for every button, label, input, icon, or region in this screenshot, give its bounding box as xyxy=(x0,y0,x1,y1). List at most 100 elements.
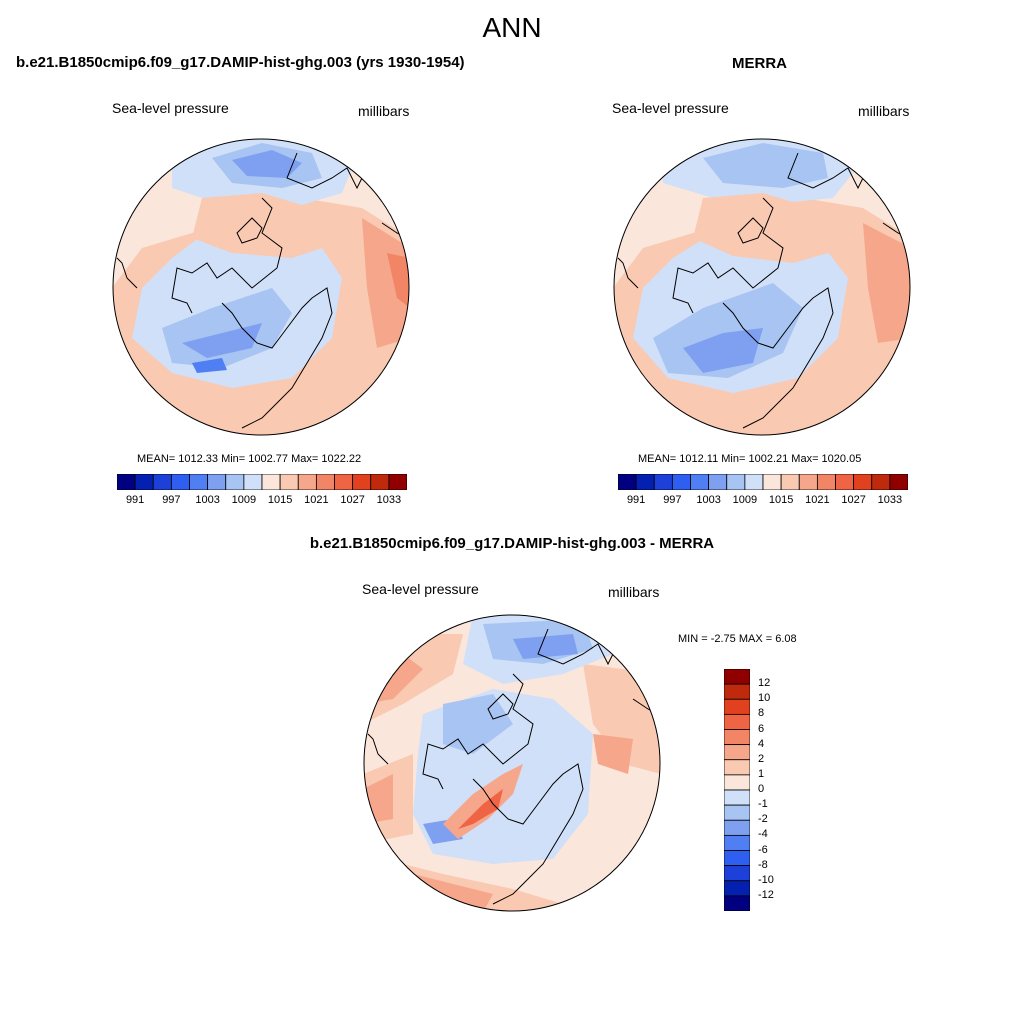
panel1-colorbar-swatch xyxy=(207,474,227,490)
panel1-colorbar-tick-label: 1003 xyxy=(195,494,220,506)
panel1-colorbar-swatch xyxy=(315,474,335,490)
panel1-colorbar-swatch xyxy=(170,474,190,490)
panel2-colorbar-swatch xyxy=(671,474,691,490)
panel2-atlantic-low-mid xyxy=(703,143,828,188)
panel1-colorbar-tick-label: 997 xyxy=(162,494,181,506)
panel3-colorbar-tick-label: -10 xyxy=(758,873,774,886)
panel3-colorbar-tick-label: 8 xyxy=(758,707,765,720)
panel2-colorbar-tick-label: 997 xyxy=(663,494,682,506)
panel3-colorbar-tick-label: -8 xyxy=(758,858,768,871)
panel3-colorbar-tick-label: 1 xyxy=(758,767,765,780)
panel1-colorbar-tick-label: 1015 xyxy=(267,494,293,506)
panel1-colorbar-swatch xyxy=(117,474,136,490)
panel3-positive-region-siberia xyxy=(443,764,523,839)
panel1-variable-label: Sea-level pressure xyxy=(112,100,229,116)
panel1-stats: MEAN= 1012.33 Min= 1002.77 Max= 1022.22 xyxy=(137,453,362,465)
panel2-colorbar-swatch xyxy=(762,474,782,490)
panel3-colorbar-tick-label: 6 xyxy=(758,722,765,735)
panel2-polar-map xyxy=(613,138,911,436)
panel3-colorbar-swatch xyxy=(724,669,750,685)
panel2-colorbar-tick-label: 1027 xyxy=(841,494,866,506)
panel2-colorbar-tick-label: 1003 xyxy=(696,494,721,506)
panel2-colorbar-swatch xyxy=(853,474,873,490)
panel3-positive-core-ne xyxy=(593,734,633,774)
panel1-colorbar-swatch xyxy=(297,474,317,490)
panel3-colorbar-tick-label: -4 xyxy=(758,828,768,841)
panel1-colorbar-swatch xyxy=(261,474,281,490)
panel1-aleutian-low-min xyxy=(192,358,227,373)
panel3-variable-label: Sea-level pressure xyxy=(362,581,479,597)
panel1-colorbar xyxy=(117,474,407,490)
panel2-aleutian-low-core xyxy=(683,328,763,373)
panel2-pacific-high xyxy=(863,223,910,343)
panel2-colorbar-tick-label: 991 xyxy=(626,494,646,506)
panel3-colorbar-tick-label: 0 xyxy=(758,783,765,795)
panel3-colorbar-swatch xyxy=(724,683,750,700)
panel2-units-label: millibars xyxy=(858,103,910,119)
panel2-map-boundary xyxy=(613,138,911,436)
panel2-colorbar-swatch xyxy=(635,474,655,490)
panel2-colorbar-swatch xyxy=(690,474,710,490)
panel3-units-label: millibars xyxy=(608,584,660,600)
page-title: ANN xyxy=(482,12,542,43)
panel1-colorbar-tick-label: 1033 xyxy=(376,494,402,506)
panel2-colorbar-swatch xyxy=(871,474,891,490)
panel1-polar-map xyxy=(112,138,410,436)
panel2-colorbar xyxy=(618,474,908,490)
panel1-colorbar-swatch xyxy=(388,474,407,490)
panel3-title: b.e21.B1850cmip6.f09_g17.DAMIP-hist-ghg.… xyxy=(309,535,715,552)
panel1-colorbar-swatch xyxy=(189,474,209,490)
panel3-colorbar-swatch xyxy=(724,759,750,776)
panel2-colorbar-tick-label: 1009 xyxy=(732,494,758,506)
panel2-colorbar-swatch xyxy=(726,474,746,490)
panel3-colorbar-swatch xyxy=(724,865,750,882)
panel3-colorbar-tick-label: -1 xyxy=(758,798,768,811)
panel1-colorbar-swatch xyxy=(334,474,354,490)
panel3-colorbar-tick-label: -12 xyxy=(758,888,774,901)
panel3-coastlines xyxy=(367,628,659,905)
panel3-colorbar-tick-label: 10 xyxy=(758,692,771,705)
panel1-aleutian-low-core xyxy=(182,323,262,358)
panel1-colorbar-ticks: 991 997 1003 1009 1015 1021 1027 1033 xyxy=(117,494,407,510)
panel2-title: MERRA xyxy=(732,55,787,72)
panel1-title: b.e21.B1850cmip6.f09_g17.DAMIP-hist-ghg.… xyxy=(16,54,465,71)
panel3-colorbar xyxy=(724,669,750,911)
panel1-coastlines xyxy=(116,152,408,429)
panel3-positive-core-siberia xyxy=(458,789,503,829)
panel1-colorbar-swatch xyxy=(279,474,299,490)
panel3-colorbar-swatch xyxy=(724,895,750,911)
panel2-colorbar-tick-label: 1033 xyxy=(877,494,903,506)
panel1-atlantic-low-core xyxy=(232,150,302,178)
panel3-colorbar-swatch xyxy=(724,804,750,821)
panel3-colorbar-tick-label: 12 xyxy=(758,677,771,690)
panel3-colorbar-swatch xyxy=(724,729,750,746)
panel1-colorbar-tick-label: 1009 xyxy=(231,494,257,506)
panel3-colorbar-swatch xyxy=(724,774,750,791)
panel2-colorbar-swatch xyxy=(889,474,908,490)
panel3-colorbar-tick-label: 2 xyxy=(758,752,765,765)
panel1-colorbar-swatch xyxy=(152,474,172,490)
panel2-colorbar-swatch xyxy=(653,474,673,490)
panel3-colorbar-swatch xyxy=(724,789,750,806)
panel3-colorbar-swatch xyxy=(724,834,750,851)
panel3-stats: MIN = -2.75 MAX = 6.08 xyxy=(678,633,797,645)
panel3-polar-map xyxy=(363,614,661,912)
panel1-colorbar-swatch xyxy=(134,474,154,490)
panel3-negative-core-n xyxy=(513,634,578,659)
panel3-colorbar-swatch xyxy=(724,744,750,761)
panel1-colorbar-tick-label: 991 xyxy=(125,494,145,506)
panel2-arctic-high xyxy=(693,193,828,263)
panel1-colorbar-swatch xyxy=(243,474,263,490)
panel3-colorbar-swatch xyxy=(724,850,750,867)
panel2-stats: MEAN= 1012.11 Min= 1002.21 Max= 1020.05 xyxy=(638,453,862,465)
panel2-colorbar-swatch xyxy=(798,474,818,490)
panel2-colorbar-swatch xyxy=(780,474,800,490)
panel2-colorbar-swatch xyxy=(744,474,764,490)
panel2-colorbar-swatch xyxy=(816,474,836,490)
panel2-coastlines xyxy=(617,152,909,429)
panel1-colorbar-swatch xyxy=(225,474,245,490)
panel1-pacific-high-core xyxy=(387,253,409,308)
panel1-map-boundary xyxy=(112,138,410,436)
panel2-colorbar-swatch xyxy=(618,474,637,490)
panel3-map-boundary xyxy=(363,614,661,912)
